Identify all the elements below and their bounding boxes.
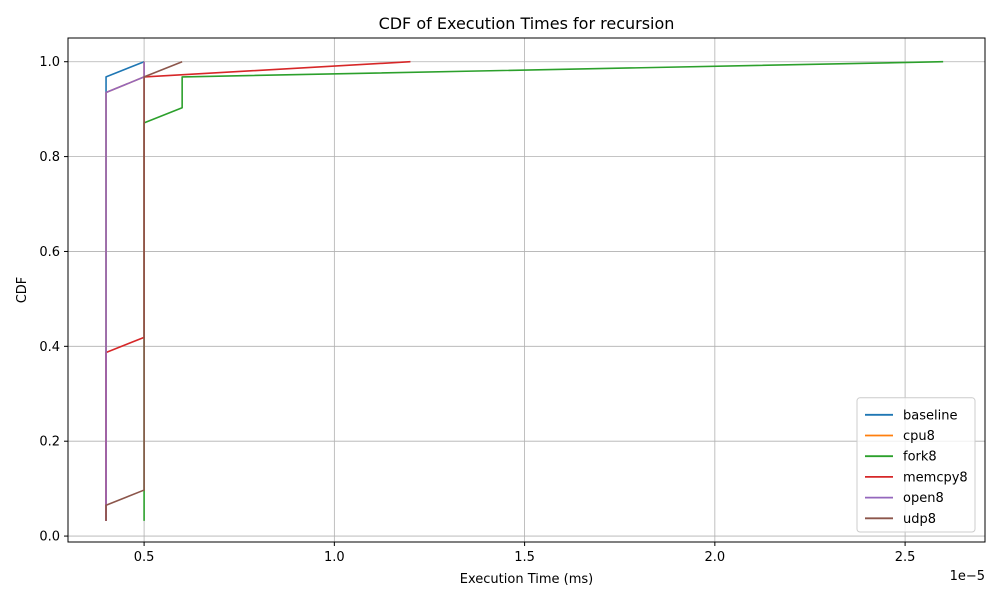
chart-title: CDF of Execution Times for recursion [379,14,675,33]
legend-label-udp8: udp8 [903,512,936,527]
series-layer [105,60,944,521]
y-tick-label: 0.2 [39,435,60,450]
x-tick-label: 2.0 [705,550,726,565]
legend-label-open8: open8 [903,491,944,506]
legend-label-fork8: fork8 [903,450,937,465]
x-tick-label: 1.0 [324,550,345,565]
y-tick-label: 0.8 [39,150,60,165]
series-line-udp8 [105,60,183,521]
legend-label-memcpy8: memcpy8 [903,470,968,485]
tick-layer: 0.5 1.0 1.5 2.0 2.5 0.0 0.2 0.4 0.6 0.8 1.0 [39,55,915,565]
y-tick-label: 1.0 [39,55,60,70]
x-axis-label: Execution Time (ms) [460,572,593,587]
y-tick-label: 0.6 [39,245,60,260]
plot-frame [67,37,986,543]
x-tick-label: 0.5 [134,550,155,565]
x-axis-offset-label: 1e−5 [950,569,985,584]
y-tick-label: 0.0 [39,530,60,545]
grid-layer [68,38,985,542]
x-tick-label: 2.5 [895,550,916,565]
series-line-open8 [105,61,145,521]
legend-label-baseline: baseline [903,408,957,423]
y-tick-label: 0.4 [39,340,60,355]
x-tick-label: 1.5 [514,550,535,565]
y-axis-label: CDF [15,277,30,304]
legend: baseline cpu8 fork8 memcpy8 open8 udp8 [856,397,976,533]
legend-label-cpu8: cpu8 [903,429,935,444]
